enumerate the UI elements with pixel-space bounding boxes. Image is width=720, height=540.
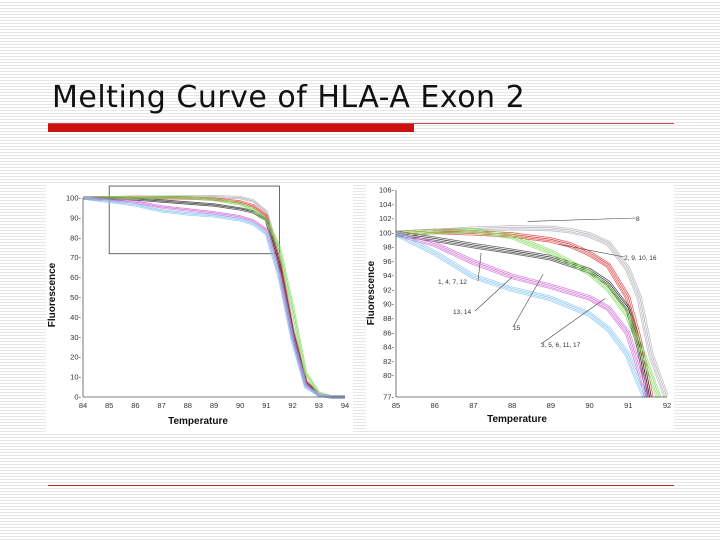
left-x-tick-label: 85: [105, 401, 113, 410]
left-series-cyan: [83, 196, 345, 397]
right-x-tick-label: 88: [508, 401, 516, 410]
right-y-tick-label: 94-: [383, 271, 394, 280]
right-x-tick-label: 90: [585, 401, 593, 410]
left-series-cyan: [82, 198, 345, 399]
melting-curve-zoom-panel: 77- 80- 82- 84- 86- 88- 90- 92- 94- 96- 98- 100- 102…: [366, 183, 674, 429]
right-annotation-leader: [474, 276, 513, 312]
right-series-green: [396, 231, 659, 398]
right-y-tick-label: 88-: [383, 314, 394, 323]
right-series-cyan: [396, 235, 644, 398]
right-y-tick-label: 84-: [383, 343, 394, 352]
right-series-black: [396, 234, 649, 398]
left-x-tick-label: 94: [341, 401, 349, 410]
right-series-cyan: [396, 231, 648, 397]
left-y-tick-label: 70-: [70, 253, 81, 262]
right-x-tick-label: 89: [547, 401, 555, 410]
title-accent-bar: [48, 124, 414, 132]
right-y-tick-label: 106-: [379, 186, 395, 195]
right-annotation-label: 8: [636, 216, 640, 223]
right-series-cyan: [396, 234, 645, 398]
left-y-tick-label: 60-: [70, 273, 81, 282]
right-x-tick-label: 85: [392, 401, 400, 410]
melting-curve-overview-panel: 0- 10- 20- 30- 40- 50- 60- 70- 80- 90- 100- 84 85 86…: [46, 183, 353, 433]
left-series-cyan: [82, 197, 345, 398]
left-x-tick-label: 89: [210, 401, 218, 410]
right-y-tick-label: 96-: [383, 257, 394, 266]
left-x-axis-label: Temperature: [168, 416, 228, 427]
melting-curve-zoom-chart: 77- 80- 82- 84- 86- 88- 90- 92- 94- 96- 98- 100- 102…: [366, 186, 671, 426]
left-series-green: [82, 195, 345, 397]
right-series-black: [396, 235, 647, 398]
right-series-magenta: [396, 235, 646, 398]
left-y-tick-label: 100-: [66, 194, 82, 203]
left-y-tick-label: 40-: [70, 313, 81, 322]
right-x-tick-label: 91: [624, 401, 632, 410]
left-x-tick-label: 90: [236, 401, 244, 410]
left-y-tick-label: 50-: [70, 293, 81, 302]
right-y-tick-label: 98-: [383, 243, 394, 252]
right-series-magenta: [396, 232, 648, 398]
right-y-tick-label: 80-: [383, 371, 394, 380]
right-annotation-label: 2, 9, 10, 16: [624, 255, 657, 262]
right-y-tick-label: 104-: [379, 200, 395, 209]
left-y-tick-label: 30-: [70, 333, 81, 342]
right-series-green: [396, 228, 662, 397]
left-x-tick-label: 84: [79, 401, 87, 410]
right-x-tick-label: 86: [431, 401, 439, 410]
left-y-tick-label: 80-: [70, 233, 81, 242]
right-series-red: [396, 233, 649, 398]
left-x-tick-label: 88: [184, 401, 192, 410]
left-zoom-box: [108, 185, 280, 255]
right-annotation-leader: [540, 298, 606, 345]
right-x-tick-label: 87: [469, 401, 477, 410]
right-series-magenta: [396, 230, 650, 397]
right-x-tick-label: 92: [663, 401, 671, 410]
left-x-tick-label: 87: [157, 401, 165, 410]
left-series-green: [82, 197, 345, 399]
right-annotation-leader: [527, 217, 637, 222]
right-y-tick-label: 90-: [383, 300, 394, 309]
left-x-tick-label: 91: [262, 401, 270, 410]
left-y-tick-label: 10-: [70, 373, 81, 382]
right-annotation-leader: [512, 274, 544, 328]
left-y-tick-label: 0-: [74, 393, 81, 402]
left-y-tick-label: 90-: [70, 213, 81, 222]
right-series-green: [396, 229, 660, 398]
left-series-green: [82, 196, 345, 398]
right-y-tick-label: 102-: [379, 214, 395, 223]
bottom-rule: [48, 485, 674, 486]
right-series-gray: [396, 225, 668, 397]
right-y-axis-label: Fluorescence: [366, 260, 377, 325]
right-series-black: [396, 232, 650, 398]
left-y-tick-label: 20-: [70, 353, 81, 362]
right-annotation-label: 1, 4, 7, 12: [438, 279, 467, 286]
slide-title: Melting Curve of HLA-A Exon 2: [52, 80, 526, 115]
right-series-cyan: [396, 232, 647, 398]
right-annotation-leader: [558, 243, 625, 258]
right-annotation-label: 13, 14: [453, 309, 471, 316]
title-rule-thin: [48, 123, 674, 124]
right-series-magenta: [396, 234, 647, 398]
left-x-tick-label: 92: [288, 401, 296, 410]
left-x-tick-label: 86: [131, 401, 139, 410]
right-series-black: [396, 230, 652, 397]
right-y-tick-label: 77-: [383, 393, 394, 402]
right-series-green: [396, 232, 657, 398]
right-y-tick-label: 86-: [383, 328, 394, 337]
right-y-tick-label: 100-: [379, 228, 395, 237]
right-y-tick-label: 92-: [383, 285, 394, 294]
right-y-tick-label: 82-: [383, 357, 394, 366]
left-y-axis-label: Fluorescence: [47, 262, 58, 327]
right-annotation-label: 3, 5, 6, 11, 17: [541, 342, 581, 349]
melting-curve-overview-chart: 0- 10- 20- 30- 40- 50- 60- 70- 80- 90- 100- 84 85 86…: [47, 185, 349, 427]
right-annotation-leader: [477, 252, 482, 282]
right-annotation-label: 15: [513, 325, 521, 332]
left-x-tick-label: 93: [315, 401, 323, 410]
right-x-axis-label: Temperature: [487, 414, 547, 425]
